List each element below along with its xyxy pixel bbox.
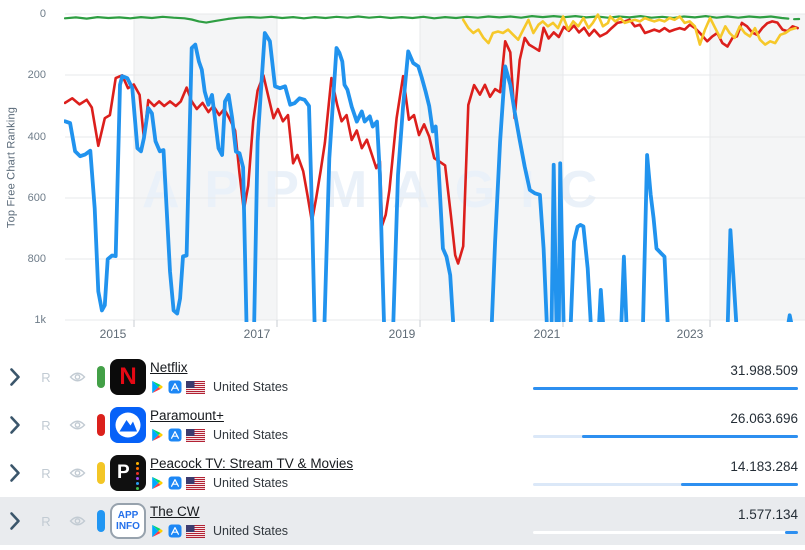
- downloads-bar-fill: [785, 531, 798, 534]
- peacock-feather-dots: [136, 462, 139, 490]
- google-play-icon: [152, 428, 163, 442]
- series-color-pill: [97, 462, 105, 484]
- netflix-logo-letter: N: [119, 363, 137, 390]
- retention-toggle[interactable]: R: [41, 514, 51, 529]
- app-name-link[interactable]: Netflix: [150, 360, 188, 375]
- y-tick-label: 0: [39, 8, 46, 20]
- series-color-pill: [97, 414, 105, 436]
- downloads-bar: [533, 435, 798, 438]
- appmagic-watermark: APPMAGIC: [142, 161, 622, 219]
- downloads-value: 1.577.134: [737, 507, 798, 522]
- downloads-value: 14.183.284: [730, 459, 798, 474]
- alt-year-bands: [134, 14, 805, 320]
- downloads-bar-fill: [680, 483, 798, 486]
- us-flag-icon: [186, 380, 205, 394]
- app-name-link[interactable]: Paramount+: [150, 408, 224, 423]
- x-tick-label: 2017: [243, 327, 271, 341]
- visibility-eye-icon[interactable]: [69, 515, 86, 527]
- downloads-bar: [533, 531, 798, 534]
- chart-series-lines: [64, 13, 804, 322]
- app-row-peacock[interactable]: R P Peacock TV: Stream TV & Movies: [0, 449, 805, 497]
- visibility-eye-icon[interactable]: [69, 419, 86, 431]
- chart-canvas[interactable]: APPMAGIC: [0, 0, 805, 345]
- y-tick-label: 200: [27, 69, 46, 81]
- country-label: United States: [213, 428, 289, 442]
- expand-chevron-icon[interactable]: [9, 415, 21, 435]
- app-info-text: APP: [117, 510, 139, 521]
- x-tick-label: 2023: [676, 327, 704, 341]
- app-info-placeholder-icon[interactable]: APP INFO: [110, 503, 146, 539]
- expand-chevron-icon[interactable]: [9, 511, 21, 531]
- x-tick-label: 2015: [99, 327, 127, 341]
- x-tick-label: 2019: [388, 327, 416, 341]
- y-tick-label: 400: [27, 131, 46, 143]
- google-play-icon: [152, 524, 163, 538]
- retention-toggle[interactable]: R: [41, 370, 51, 385]
- peacock-app-icon[interactable]: P: [110, 455, 146, 491]
- country-label: United States: [213, 476, 289, 490]
- app-list: R N Netflix: [0, 353, 805, 545]
- downloads-bar: [533, 483, 798, 486]
- series-color-pill: [97, 510, 105, 532]
- app-row-netflix[interactable]: R N Netflix: [0, 353, 805, 401]
- country-label: United States: [213, 524, 289, 538]
- y-axis-title: Top Free Chart Ranking: [5, 106, 18, 229]
- downloads-bar: [533, 387, 798, 390]
- downloads-value: 26.063.696: [730, 411, 798, 426]
- peacock-logo-letter: P: [117, 462, 130, 483]
- downloads-bar-fill: [582, 435, 798, 438]
- app-store-icon: [168, 380, 182, 394]
- google-play-icon: [152, 380, 163, 394]
- us-flag-icon: [186, 524, 205, 538]
- x-tick-label: 2021: [533, 327, 561, 341]
- retention-toggle[interactable]: R: [41, 466, 51, 481]
- expand-chevron-icon[interactable]: [9, 367, 21, 387]
- google-play-icon: [152, 476, 163, 490]
- visibility-eye-icon[interactable]: [69, 467, 86, 479]
- y-tick-label: 600: [27, 192, 46, 204]
- y-tick-label: 800: [27, 253, 46, 265]
- app-row-the-cw[interactable]: R APP INFO The CW: [0, 497, 805, 545]
- y-tick-label: 1k: [34, 314, 46, 326]
- visibility-eye-icon[interactable]: [69, 371, 86, 383]
- app-row-paramount-plus[interactable]: R Paramount+: [0, 401, 805, 449]
- axis-tick-marks: [133, 320, 711, 327]
- retention-toggle[interactable]: R: [41, 418, 51, 433]
- us-flag-icon: [186, 428, 205, 442]
- app-store-icon: [168, 476, 182, 490]
- netflix-app-icon[interactable]: N: [110, 359, 146, 395]
- app-store-icon: [168, 428, 182, 442]
- expand-chevron-icon[interactable]: [9, 463, 21, 483]
- app-name-link[interactable]: The CW: [150, 504, 200, 519]
- app-name-link[interactable]: Peacock TV: Stream TV & Movies: [150, 456, 354, 471]
- downloads-value: 31.988.509: [730, 363, 798, 378]
- app-store-icon: [168, 524, 182, 538]
- us-flag-icon: [186, 476, 205, 490]
- series-color-pill: [97, 366, 105, 388]
- app-info-text: INFO: [116, 521, 140, 532]
- ranking-chart: APPMAGIC 0 200 400 600 800 1k 2015 20: [0, 0, 805, 345]
- paramount-plus-app-icon[interactable]: [110, 407, 146, 443]
- downloads-bar-fill: [533, 387, 798, 390]
- country-label: United States: [213, 380, 289, 394]
